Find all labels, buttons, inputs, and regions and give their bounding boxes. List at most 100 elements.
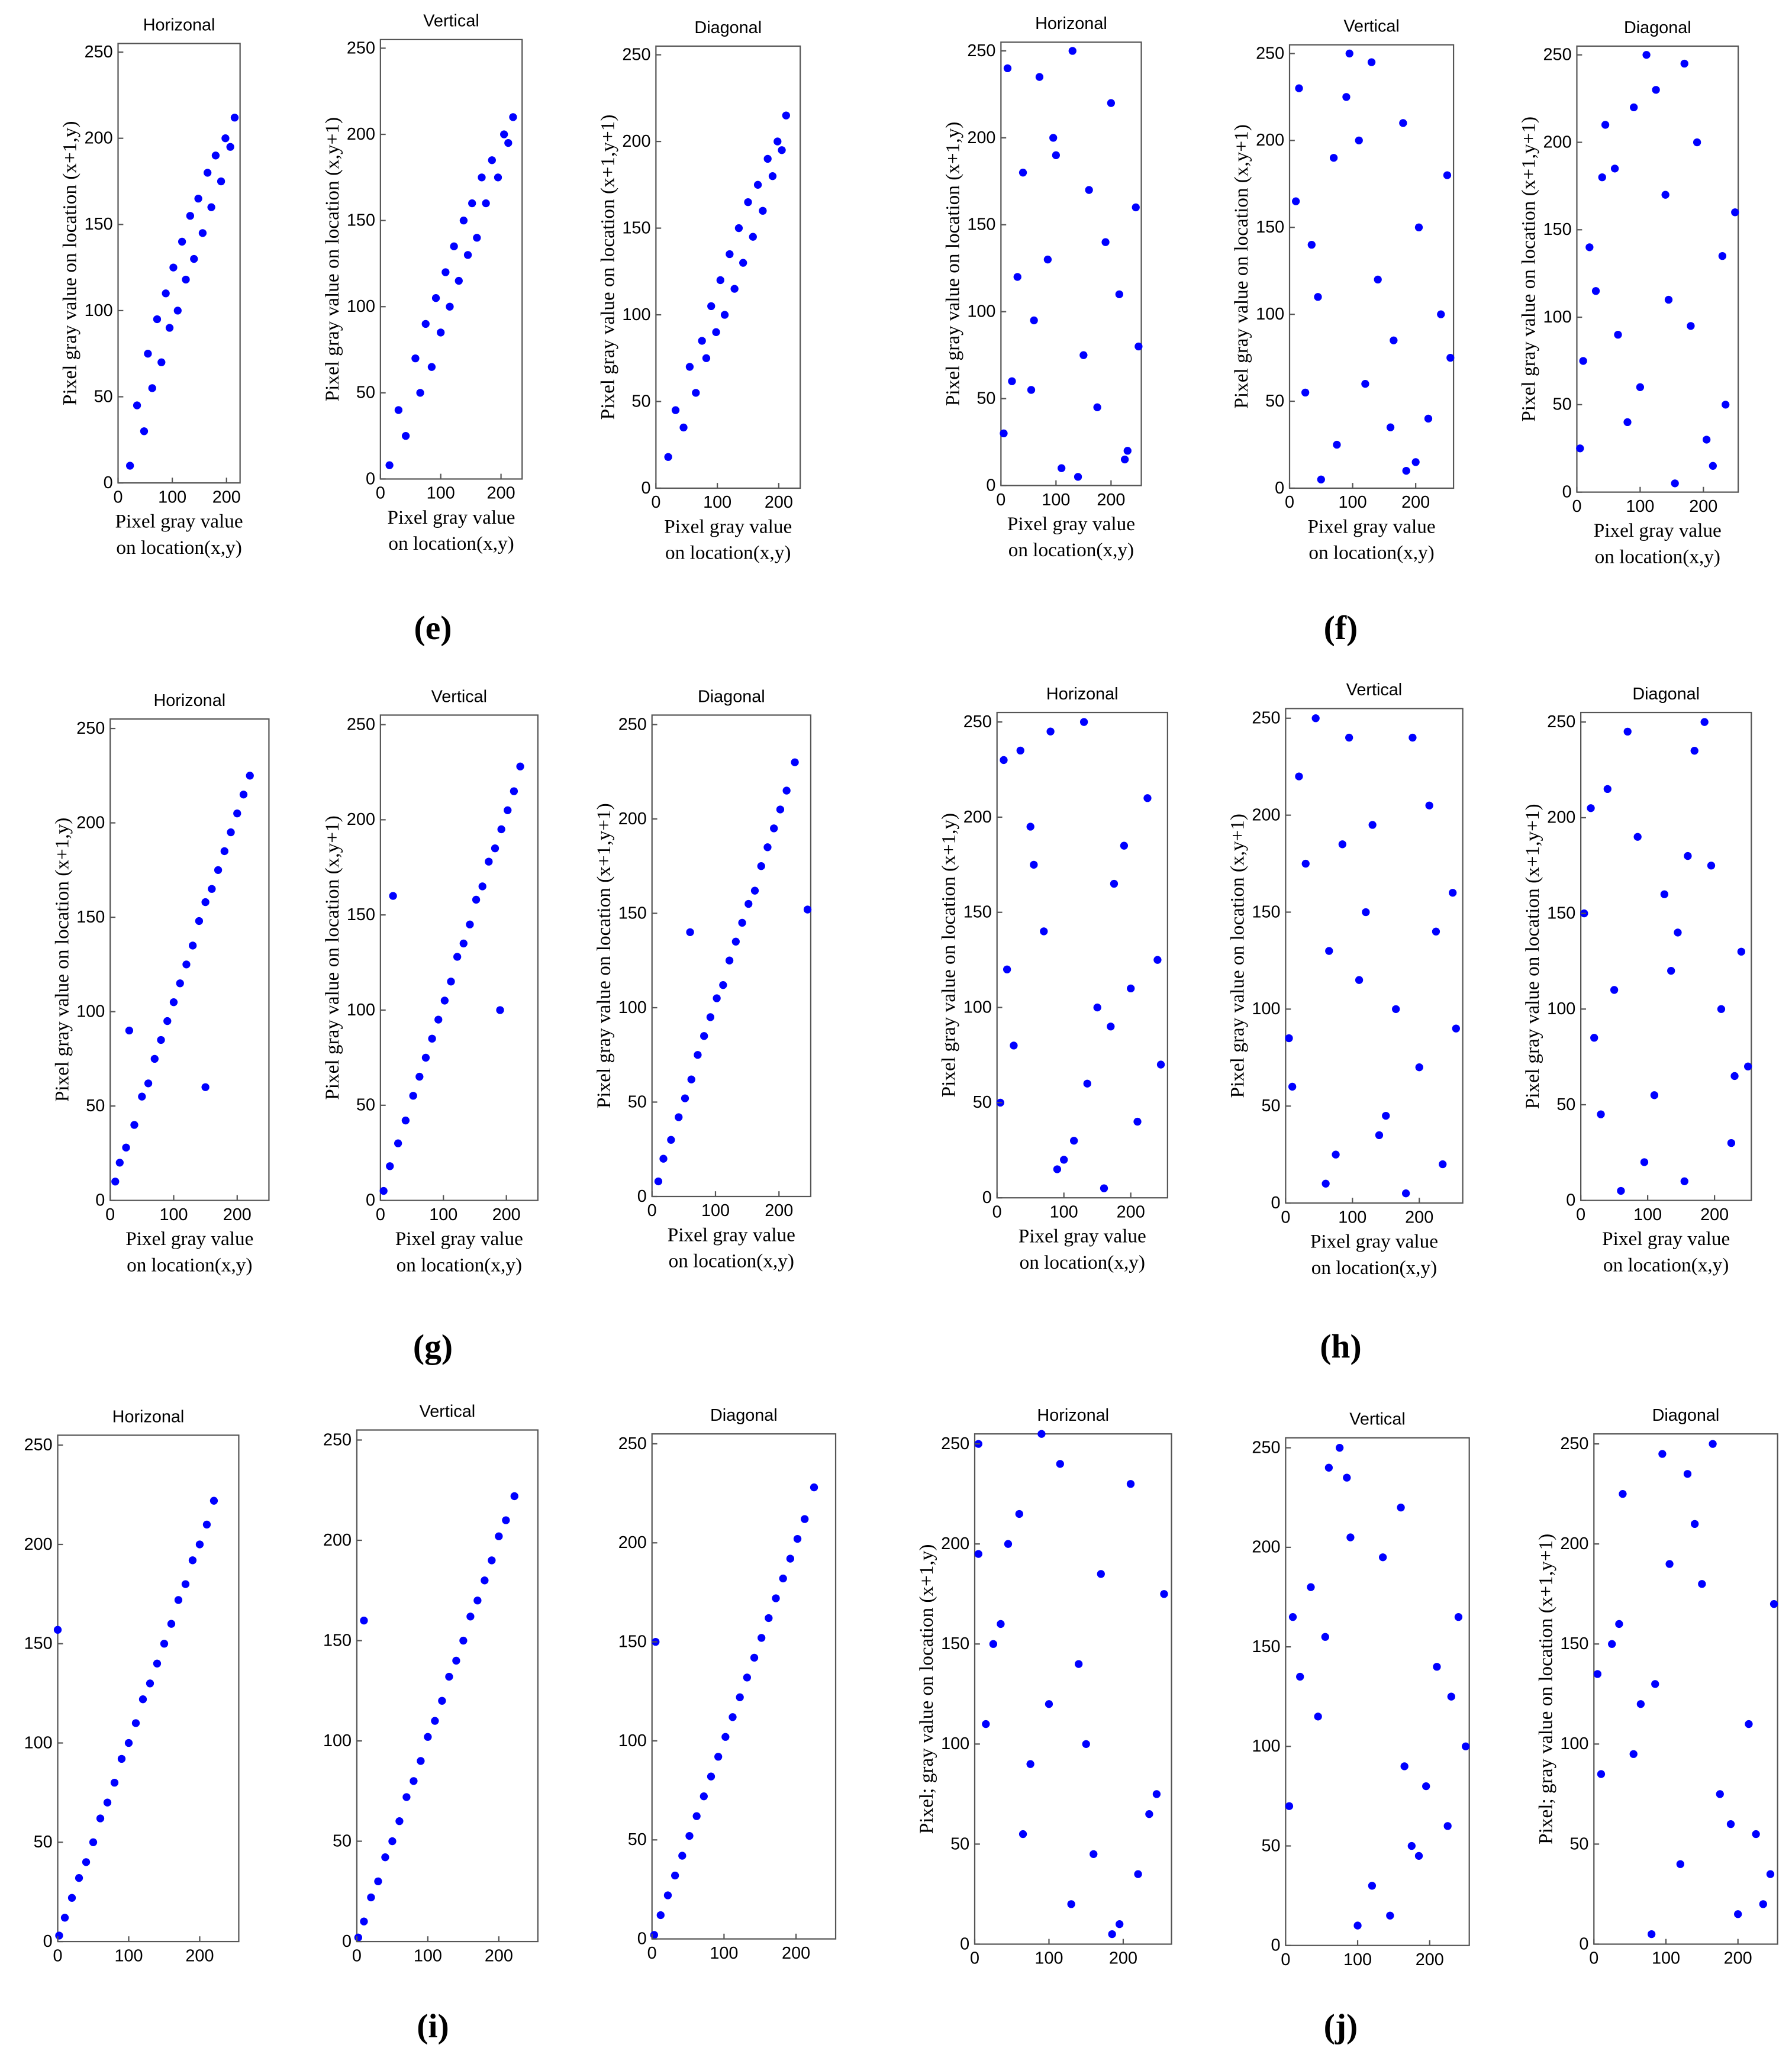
x-tick-label: 100 xyxy=(1652,1949,1680,1968)
point xyxy=(417,1757,425,1765)
y-tick-label: 0 xyxy=(1562,482,1572,501)
x-tick-label: 200 xyxy=(1097,491,1125,509)
point xyxy=(60,1914,69,1922)
point xyxy=(1074,473,1082,481)
x-tick-label: 0 xyxy=(376,484,385,503)
y-axis-label: Pixel gray value on location (x+1,y) xyxy=(59,121,81,405)
x-axis-label: on location(x,y) xyxy=(1311,1257,1437,1279)
y-tick-label: 0 xyxy=(982,1188,992,1207)
point xyxy=(1123,447,1132,455)
point xyxy=(1153,956,1162,964)
point xyxy=(744,899,753,908)
point xyxy=(1345,733,1353,742)
y-tick-label: 250 xyxy=(1256,44,1284,63)
panel-label: (i) xyxy=(417,2008,449,2045)
x-tick-label: 200 xyxy=(765,1201,793,1220)
point xyxy=(1003,64,1012,73)
x-tick-label: 100 xyxy=(158,488,186,507)
y-tick-label: 250 xyxy=(963,712,992,731)
plot-frame xyxy=(109,718,270,1201)
point xyxy=(1127,984,1135,993)
point xyxy=(485,857,493,866)
point xyxy=(188,1556,197,1565)
point xyxy=(706,1013,715,1021)
x-tick-label: 200 xyxy=(1117,1202,1145,1221)
x-tick-label: 100 xyxy=(159,1205,188,1224)
point xyxy=(1368,821,1377,829)
point xyxy=(424,1733,432,1741)
y-tick-label: 200 xyxy=(618,809,647,828)
y-tick-label: 150 xyxy=(24,1634,53,1653)
point xyxy=(765,1614,773,1623)
point xyxy=(702,354,711,362)
point xyxy=(167,1620,176,1628)
y-tick-label: 150 xyxy=(76,908,105,927)
point xyxy=(381,1853,389,1862)
point xyxy=(1134,342,1143,351)
point xyxy=(1636,383,1645,391)
plot-frame xyxy=(57,1434,240,1943)
point xyxy=(692,389,700,397)
point xyxy=(1116,1920,1124,1928)
point xyxy=(1402,466,1410,475)
y-tick-label: 0 xyxy=(95,1191,105,1210)
point xyxy=(374,1877,382,1886)
x-axis-label: Pixel gray value xyxy=(1007,513,1135,535)
y-tick-label: 200 xyxy=(347,810,375,829)
plot-frame xyxy=(1593,1433,1778,1945)
point xyxy=(1766,1870,1775,1878)
point xyxy=(1674,928,1682,937)
point xyxy=(1700,718,1709,726)
y-tick-label: 100 xyxy=(1252,999,1280,1018)
point xyxy=(1132,203,1140,212)
x-axis-label: Pixel gray value xyxy=(125,1228,253,1250)
point xyxy=(103,1798,112,1807)
point xyxy=(1716,1790,1724,1798)
point xyxy=(411,354,420,363)
y-tick-label: 150 xyxy=(618,904,647,923)
point xyxy=(763,843,772,852)
point xyxy=(1680,59,1688,68)
point xyxy=(1333,440,1341,449)
point xyxy=(1090,1850,1098,1858)
point xyxy=(153,1659,162,1668)
point xyxy=(1617,1186,1625,1195)
point xyxy=(1770,1599,1778,1608)
point xyxy=(1454,1612,1463,1621)
point xyxy=(1590,1034,1598,1042)
y-tick-label: 250 xyxy=(1543,46,1572,64)
point xyxy=(140,427,149,436)
x-tick-label: 200 xyxy=(1109,1949,1137,1968)
point xyxy=(1093,403,1101,411)
y-tick-label: 50 xyxy=(1261,1836,1280,1855)
x-axis-label: Pixel gray value xyxy=(664,515,792,537)
point xyxy=(782,111,790,120)
point xyxy=(459,1636,468,1645)
y-tick-label: 0 xyxy=(637,1930,647,1949)
x-tick-label: 200 xyxy=(212,488,241,507)
point xyxy=(1019,169,1027,177)
point xyxy=(153,315,162,324)
x-tick-label: 0 xyxy=(1576,1205,1585,1224)
point xyxy=(207,203,215,211)
x-tick-label: 0 xyxy=(992,1202,1002,1221)
point xyxy=(1026,1760,1034,1768)
point xyxy=(463,251,472,259)
point xyxy=(1288,1612,1297,1621)
point xyxy=(1292,197,1300,205)
point xyxy=(386,1162,394,1170)
y-tick-label: 200 xyxy=(347,125,375,144)
point xyxy=(1737,947,1745,956)
y-tick-label: 100 xyxy=(622,305,650,324)
point xyxy=(416,389,424,397)
point xyxy=(1684,852,1692,860)
x-axis-label: on location(x,y) xyxy=(116,537,241,559)
y-tick-label: 150 xyxy=(941,1634,969,1653)
point xyxy=(1432,927,1440,936)
point xyxy=(1285,1802,1294,1810)
point xyxy=(421,320,430,328)
x-axis-label: Pixel gray value xyxy=(1019,1225,1146,1247)
x-axis-label: on location(x,y) xyxy=(665,542,791,564)
point xyxy=(1411,458,1420,466)
point xyxy=(726,250,734,259)
